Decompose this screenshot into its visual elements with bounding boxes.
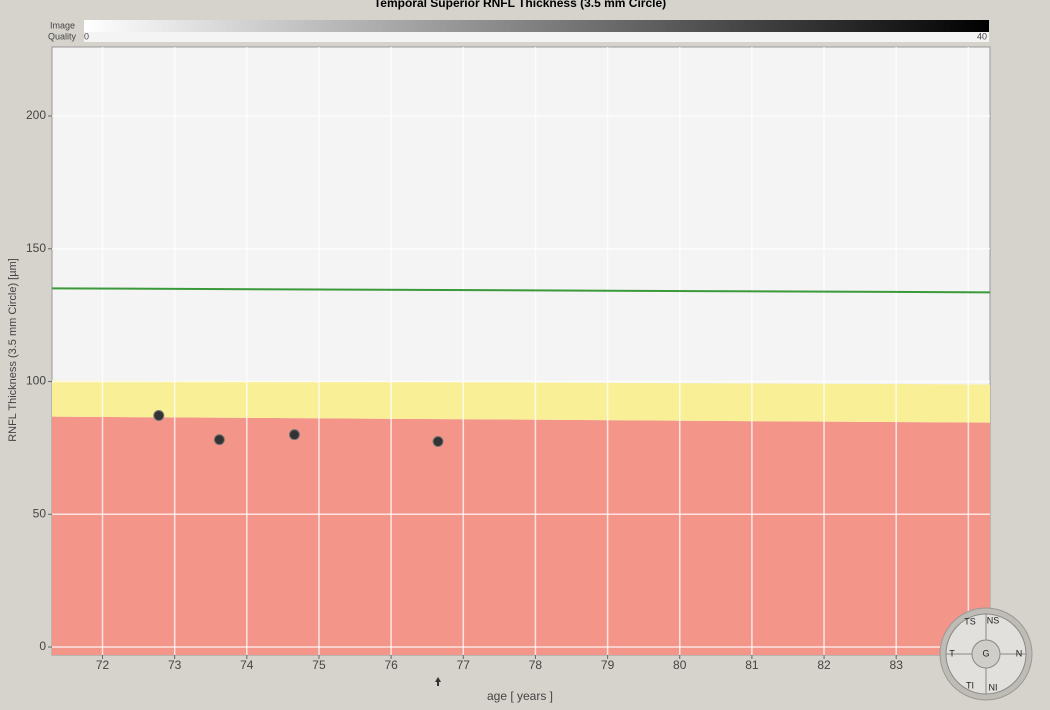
compass-label: N bbox=[1016, 648, 1023, 658]
quality-label: Image bbox=[50, 20, 75, 30]
compass-label: T bbox=[949, 648, 955, 658]
quality-label: Quality bbox=[48, 31, 77, 41]
data-point bbox=[432, 436, 444, 448]
quality-min: 0 bbox=[84, 31, 89, 41]
normative-band bbox=[52, 416, 990, 655]
data-point bbox=[288, 429, 300, 441]
x-tick-label: 76 bbox=[384, 658, 398, 672]
x-tick-label: 75 bbox=[312, 658, 326, 672]
data-point bbox=[153, 410, 165, 422]
quality-scale bbox=[84, 32, 989, 42]
data-point bbox=[213, 434, 225, 446]
x-tick-label: 74 bbox=[240, 658, 254, 672]
x-tick-label: 79 bbox=[601, 658, 615, 672]
x-tick-label: 82 bbox=[817, 658, 831, 672]
compass: TS NS T G N TI NI bbox=[939, 607, 1033, 701]
y-tick-label: 150 bbox=[26, 241, 46, 255]
x-axis-label: age [ years ] bbox=[487, 689, 553, 703]
normative-mean-line bbox=[51, 287, 991, 294]
x-tick-label: 77 bbox=[457, 658, 471, 672]
x-tick-label: 73 bbox=[168, 658, 182, 672]
x-tick-label: 81 bbox=[745, 658, 759, 672]
y-tick-label: 200 bbox=[26, 108, 46, 122]
quality-max: 40 bbox=[977, 31, 987, 41]
plot-area: 72737475767778798081828384050100150200 bbox=[26, 46, 991, 672]
y-tick-label: 0 bbox=[39, 639, 46, 653]
chart-title: Temporal Superior RNFL Thickness (3.5 mm… bbox=[374, 0, 666, 10]
compass-label: TS bbox=[964, 616, 976, 626]
compass-label: NS bbox=[987, 615, 1000, 625]
current-exam-marker bbox=[435, 677, 442, 686]
x-tick-label: 83 bbox=[890, 658, 904, 672]
compass-label: TI bbox=[966, 680, 974, 690]
quality-bar bbox=[84, 20, 989, 32]
x-tick-label: 78 bbox=[529, 658, 543, 672]
normative-band bbox=[52, 380, 990, 423]
x-tick-label: 72 bbox=[96, 658, 110, 672]
x-tick-label: 80 bbox=[673, 658, 687, 672]
y-axis-label: RNFL Thickness (3.5 mm Circle) [µm] bbox=[7, 258, 19, 442]
y-tick-label: 50 bbox=[33, 506, 47, 520]
compass-label: G bbox=[982, 648, 989, 658]
compass-label: NI bbox=[989, 682, 998, 692]
y-tick-label: 100 bbox=[26, 374, 46, 388]
